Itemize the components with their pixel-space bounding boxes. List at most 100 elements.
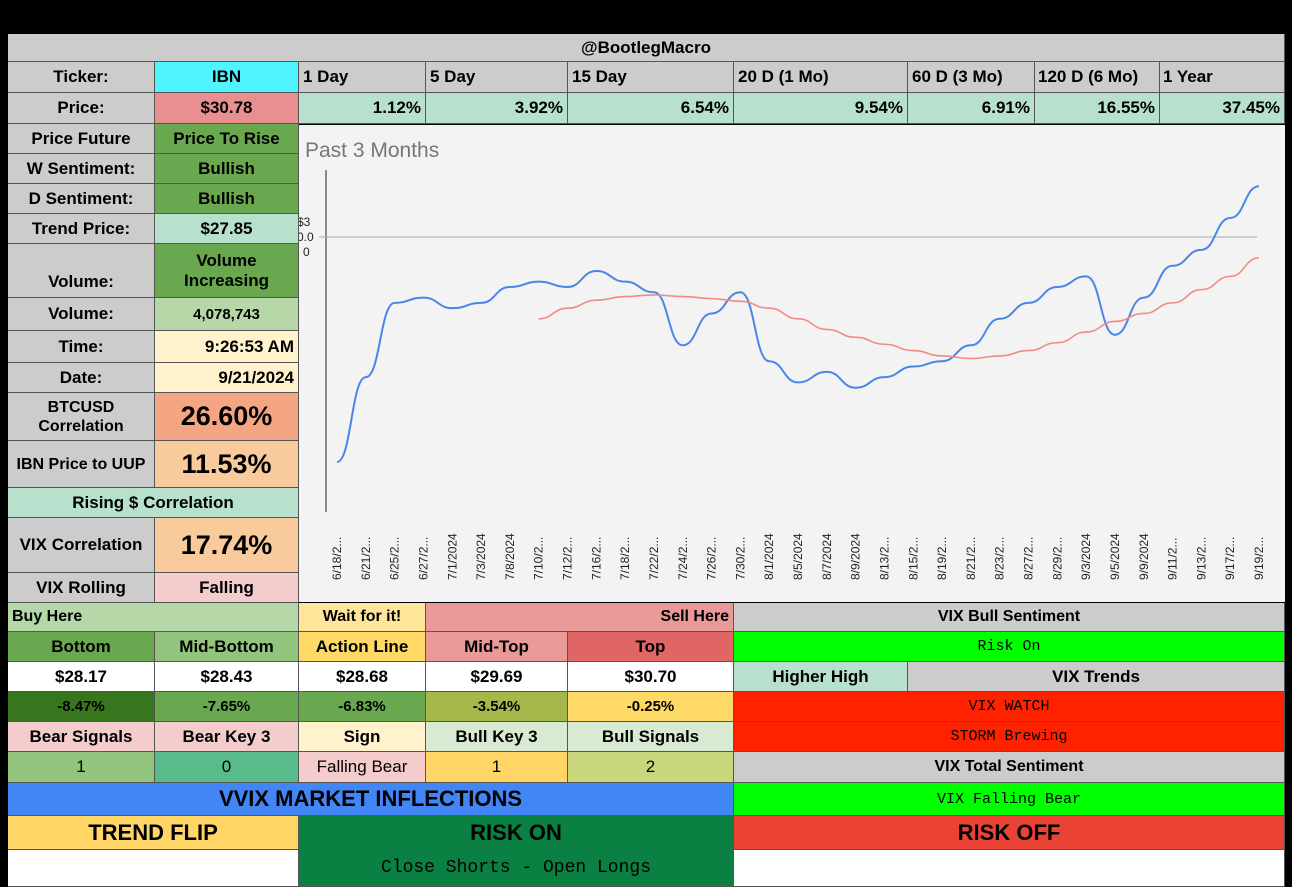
rising-correlation: Rising $ Correlation: [8, 488, 299, 518]
change-120d: 16.55%: [1035, 93, 1160, 124]
chart-title: Past 3 Months: [305, 139, 440, 162]
price-future-value: Price To Rise: [155, 124, 299, 154]
vix-total-sentiment-label: VIX Total Sentiment: [734, 752, 1285, 783]
date-label: Date:: [8, 363, 155, 393]
price-chart: Past 3 Months $3 0.0 0 6/18/2... 6/21/2... 6/…: [299, 125, 1285, 602]
vvix-title: VVIX MARKET INFLECTIONS: [8, 783, 734, 816]
level-top-label: Top: [568, 632, 734, 662]
level-bottom-pct: -8.47%: [8, 692, 155, 722]
w-sentiment-label: W Sentiment:: [8, 154, 155, 184]
x-tick-label: 8/15/2...: [906, 537, 920, 580]
level-action-line-price: $28.68: [299, 662, 426, 692]
x-tick-label: 6/27/2...: [416, 537, 430, 580]
x-tick-label: 8/9/2024: [849, 533, 863, 580]
vix-correlation-value: 17.74%: [155, 518, 299, 573]
wait-label: Wait for it!: [299, 603, 426, 632]
vix-bull-sentiment-label: VIX Bull Sentiment: [734, 603, 1285, 632]
x-tick-label: 7/16/2...: [589, 537, 603, 580]
vix-risk-on: Risk On: [734, 632, 1285, 662]
change-1d: 1.12%: [299, 93, 426, 124]
x-tick-label: 6/25/2...: [388, 537, 402, 580]
change-60d: 6.91%: [908, 93, 1035, 124]
x-tick-label: 7/3/2024: [474, 533, 488, 580]
y-tick-label: $3: [299, 215, 311, 229]
change-15d: 6.54%: [568, 93, 734, 124]
level-top-price: $30.70: [568, 662, 734, 692]
price-label: Price:: [8, 93, 155, 124]
date-value: 9/21/2024: [155, 363, 299, 393]
vix-storm-brewing: STORM Brewing: [734, 722, 1285, 752]
x-tick-label: 8/23/2...: [993, 537, 1007, 580]
level-action-line-label: Action Line: [299, 632, 426, 662]
vix-rolling-label: VIX Rolling: [8, 573, 155, 603]
x-tick-label: 7/26/2...: [705, 537, 719, 580]
bear-signals-value: 1: [8, 752, 155, 783]
vvix-risk-on: RISK ON: [299, 816, 734, 850]
sign-label: Sign: [299, 722, 426, 752]
level-bottom-label: Bottom: [8, 632, 155, 662]
change-5d: 3.92%: [426, 93, 568, 124]
x-tick-label: 6/18/2...: [330, 537, 344, 580]
uup-correlation-value: 11.53%: [155, 441, 299, 488]
period-15d-header: 15 Day: [568, 62, 734, 93]
uup-correlation-label: IBN Price to UUP: [8, 441, 155, 488]
level-mid-top-label: Mid-Top: [426, 632, 568, 662]
price-series-line: [336, 185, 1260, 463]
x-tick-label: 8/13/2...: [877, 537, 891, 580]
x-tick-label: 8/7/2024: [820, 533, 834, 580]
x-tick-label: 9/11/2...: [1166, 538, 1180, 580]
sell-here-label: Sell Here: [426, 603, 734, 632]
x-tick-label: 8/27/2...: [1022, 537, 1036, 580]
x-tick-label: 7/18/2...: [618, 537, 632, 580]
bear-signals-label: Bear Signals: [8, 722, 155, 752]
volume-label: Volume:: [8, 298, 155, 331]
x-tick-label: 9/5/2024: [1108, 533, 1122, 580]
vix-trends-label: VIX Trends: [908, 662, 1285, 692]
vix-falling-bear: VIX Falling Bear: [734, 783, 1285, 816]
x-tick-label: 8/21/2...: [964, 537, 978, 580]
y-tick-label: 0: [303, 245, 310, 259]
period-20d-header: 20 D (1 Mo): [734, 62, 908, 93]
w-sentiment-value: Bullish: [155, 154, 299, 184]
d-sentiment-label: D Sentiment:: [8, 184, 155, 214]
bull-signals-value: 2: [568, 752, 734, 783]
x-tick-label: 8/19/2...: [935, 537, 949, 580]
volume-value: 4,078,743: [155, 298, 299, 331]
x-tick-label: 9/3/2024: [1079, 533, 1093, 580]
trend-flip-detail: [8, 850, 299, 887]
x-tick-label: 8/1/2024: [762, 533, 776, 580]
btc-correlation-label: BTCUSD Correlation: [8, 393, 155, 441]
chart-plot: $30.00 6/18/2... 6/21/2... 6/25/2... 6/27/2.…: [299, 170, 1266, 580]
x-tick-label: 8/29/2...: [1050, 537, 1064, 580]
level-mid-top-price: $29.69: [426, 662, 568, 692]
time-value: 9:26:53 AM: [155, 331, 299, 363]
d-sentiment-value: Bullish: [155, 184, 299, 214]
bull-signals-label: Bull Signals: [568, 722, 734, 752]
level-mid-bottom-price: $28.43: [155, 662, 299, 692]
price-value: $30.78: [155, 93, 299, 124]
x-tick-label: 9/9/2024: [1137, 533, 1151, 580]
volume-trend-value: Volume Increasing: [155, 244, 299, 298]
change-1y: 37.45%: [1160, 93, 1285, 124]
x-tick-label: 7/12/2...: [561, 537, 575, 580]
vix-watch: VIX WATCH: [734, 692, 1285, 722]
price-future-label: Price Future: [8, 124, 155, 154]
vix-correlation-label: VIX Correlation: [8, 518, 155, 573]
level-mid-bottom-label: Mid-Bottom: [155, 632, 299, 662]
sign-value: Falling Bear: [299, 752, 426, 783]
vvix-risk-off: RISK OFF: [734, 816, 1285, 850]
vix-rolling-value: Falling: [155, 573, 299, 603]
trend-flip: TREND FLIP: [8, 816, 299, 850]
level-bottom-price: $28.17: [8, 662, 155, 692]
period-60d-header: 60 D (3 Mo): [908, 62, 1035, 93]
btc-correlation-value: 26.60%: [155, 393, 299, 441]
x-tick-label: 8/5/2024: [791, 533, 805, 580]
period-5d-header: 5 Day: [426, 62, 568, 93]
level-action-line-pct: -6.83%: [299, 692, 426, 722]
x-tick-label: 7/24/2...: [676, 537, 690, 580]
ticker-value: IBN: [155, 62, 299, 93]
volume-trend-label: Volume:: [8, 244, 155, 298]
time-label: Time:: [8, 331, 155, 363]
x-tick-label: 7/1/2024: [445, 533, 459, 580]
ticker-label: Ticker:: [8, 62, 155, 93]
